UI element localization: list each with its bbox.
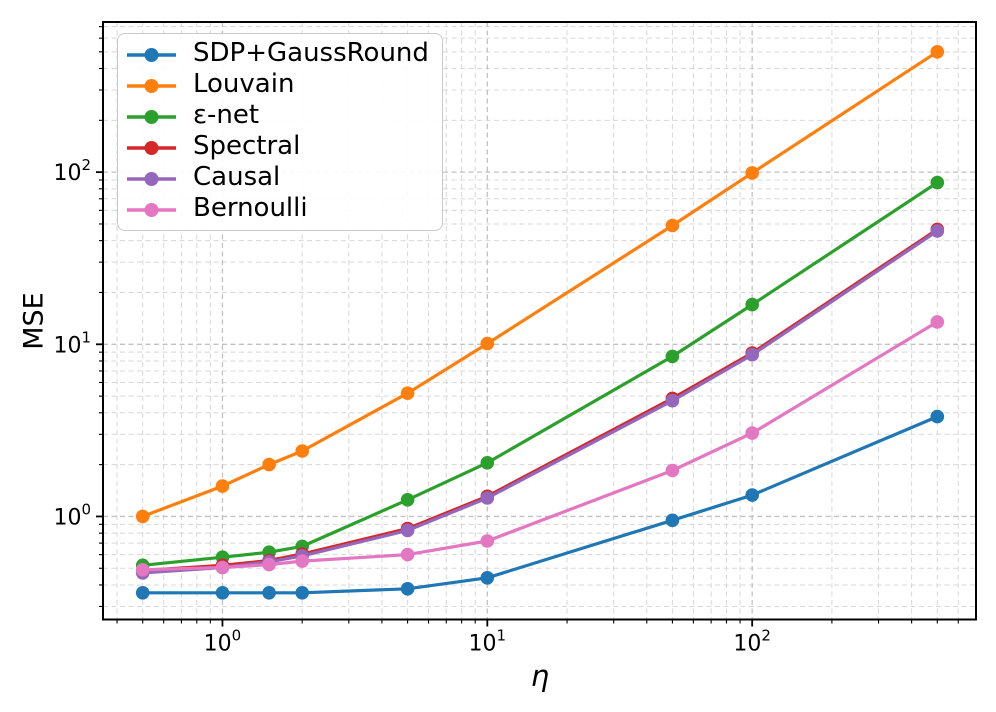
legend-item-bernoulli: Bernoulli xyxy=(125,194,429,225)
legend-line-marker-icon xyxy=(127,140,176,155)
y-tick-label: 101 xyxy=(53,328,91,358)
y-tick-label: 100 xyxy=(53,500,91,530)
legend-line-marker-icon xyxy=(127,171,176,186)
legend-label: ε-net xyxy=(193,100,260,130)
legend-line-marker-icon xyxy=(127,47,176,62)
y-axis-label: MSE xyxy=(18,292,50,350)
legend-item-sdp-gaussround: SDP+GaussRound xyxy=(125,39,429,70)
legend-line-marker-icon xyxy=(127,109,176,124)
x-axis-label: η xyxy=(530,659,550,693)
legend-line-marker-icon xyxy=(127,78,176,93)
legend-label: SDP+GaussRound xyxy=(193,38,429,68)
x-tick-label: 102 xyxy=(733,627,771,657)
y-tick-label: 102 xyxy=(53,156,91,186)
legend-label: Causal xyxy=(193,162,281,192)
legend-item-louvain: Louvain xyxy=(125,70,429,101)
legend-item-eps-net: ε-net xyxy=(125,101,429,132)
legend-item-causal: Causal xyxy=(125,163,429,194)
legend: SDP+GaussRound Louvain ε-net Spectral xyxy=(117,33,443,231)
x-tick-label: 100 xyxy=(204,627,242,657)
legend-line-marker-icon xyxy=(127,202,176,217)
legend-item-spectral: Spectral xyxy=(125,132,429,163)
legend-label: Louvain xyxy=(193,69,295,99)
legend-label: Bernoulli xyxy=(193,193,308,223)
legend-label: Spectral xyxy=(193,131,301,161)
x-tick-label: 101 xyxy=(469,627,507,657)
